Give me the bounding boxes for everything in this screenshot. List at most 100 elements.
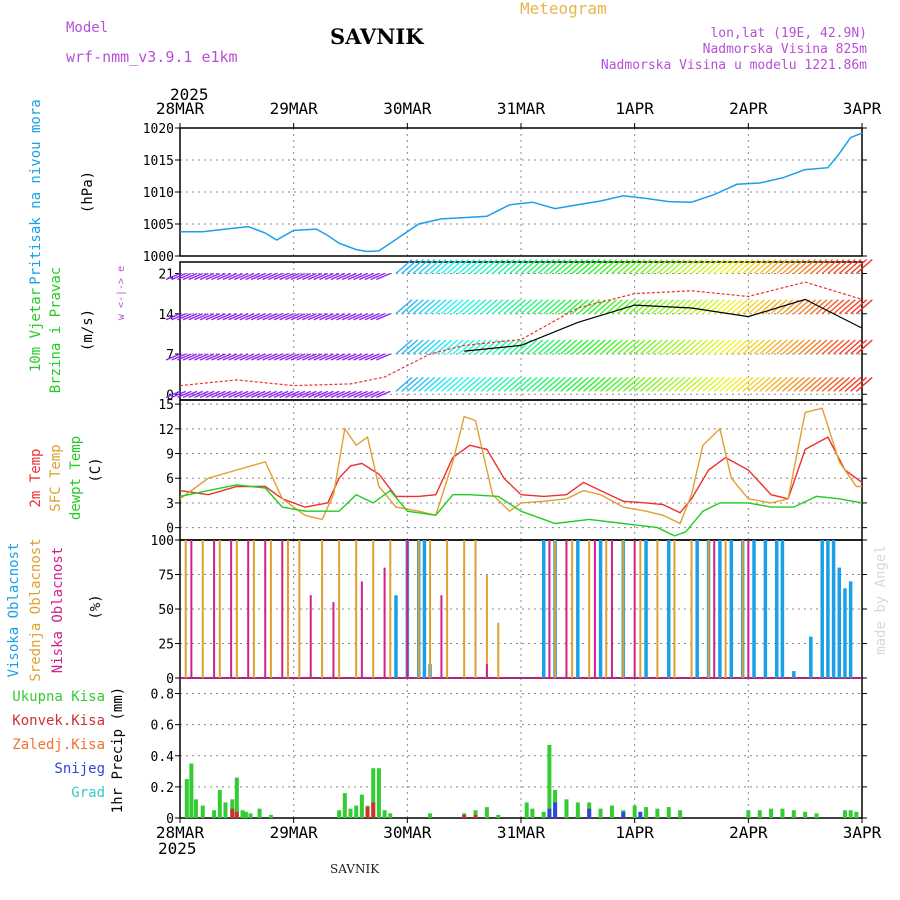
wind-barb (401, 258, 419, 275)
wind-barb (435, 376, 453, 392)
wind-barb (554, 339, 572, 355)
wind-barb (736, 299, 754, 315)
wind-barb (412, 258, 430, 275)
cloud-bar (463, 540, 466, 678)
wind-barb (639, 376, 657, 392)
wind-barb (560, 299, 578, 315)
precip-bar (632, 805, 637, 818)
wind-barb (290, 353, 306, 361)
cloud-bar (252, 540, 255, 678)
precip-bar (757, 810, 762, 818)
x-tick-label-top: 1APR (615, 99, 654, 118)
wind-barb (463, 258, 481, 275)
wind-barb (302, 313, 317, 321)
x-tick-label-bottom: 2APR (729, 823, 768, 842)
wind-barb (730, 258, 748, 275)
wind-barb (262, 313, 277, 321)
wind-barb (588, 376, 606, 392)
wind-barb (566, 339, 583, 355)
station-title: SAVNIK (330, 24, 424, 49)
wind-barb (844, 376, 862, 392)
wind-barb (776, 258, 794, 275)
pressure-unit-label: (hPa) (80, 171, 96, 213)
wind-barb (799, 258, 816, 275)
wind-barb (747, 258, 765, 275)
wind-barb (486, 258, 504, 275)
wind-barb (440, 339, 458, 355)
precip-bar (376, 768, 381, 818)
wind-barb (239, 353, 255, 361)
precip-bar (598, 808, 603, 818)
wind-barb (412, 339, 430, 355)
wind-barb (696, 376, 714, 392)
wind-barb (799, 339, 816, 355)
wind-barb (279, 313, 294, 321)
wind-barb (330, 390, 346, 399)
wind-barb (850, 299, 868, 315)
wind-barb (742, 258, 760, 275)
wind-barb (526, 376, 544, 392)
wind-unit-label: (m/s) (80, 309, 96, 351)
wind-barb (673, 299, 691, 315)
cloud-bar (541, 540, 546, 678)
wind-barb (319, 353, 334, 361)
wind-barb (600, 299, 618, 315)
precip-bar (359, 794, 364, 818)
wind-barb (435, 299, 453, 315)
precip-bar (212, 810, 217, 818)
wind-barb (336, 272, 351, 281)
cloud-bar (247, 540, 250, 678)
wind-barb (537, 376, 555, 392)
wind-barb (571, 376, 589, 392)
wind-barb (617, 339, 635, 355)
wind-barb (296, 313, 311, 321)
cloud-bar (792, 671, 796, 678)
wind-barb (730, 339, 748, 355)
cloud-legend-mid: Srednja Oblacnost (28, 538, 44, 681)
wind-barb (821, 299, 839, 315)
wind-barb (691, 376, 708, 392)
wind-barb (423, 376, 441, 392)
wind-barb (554, 376, 572, 392)
wind-barb (634, 376, 652, 392)
wind-barb (810, 376, 828, 392)
wind-barb (376, 313, 391, 321)
wind-barb (256, 390, 272, 399)
wind-barb (725, 258, 743, 275)
precip-bar (553, 802, 558, 818)
wind-barb (250, 313, 266, 321)
wind-barb (702, 339, 720, 355)
wind-barb (577, 299, 595, 315)
wind-barb (268, 272, 283, 281)
wind-barb (165, 390, 181, 399)
wind-barb (708, 376, 726, 392)
wind-barb (651, 376, 669, 392)
wind-barb (804, 299, 822, 315)
wind-barb (594, 258, 612, 275)
wind-barb (475, 376, 492, 392)
x-tick-label-bottom: 31MAR (497, 823, 546, 842)
cloud-unit-label: (%) (88, 594, 104, 619)
wind-barb (730, 376, 748, 392)
precip-bar (243, 811, 248, 818)
wind-barb (250, 272, 266, 281)
wind-barb (406, 339, 424, 355)
wind-barb (376, 272, 391, 281)
wind-barb (364, 272, 380, 281)
wind-barb (594, 376, 612, 392)
wind-barb (799, 299, 816, 315)
model-label: Model (66, 20, 109, 36)
temp-unit-label: (C) (88, 457, 104, 482)
wind-barb (850, 376, 868, 392)
wind-barb (285, 272, 300, 281)
precip-bar (575, 802, 580, 818)
y-tick-label: 15 (158, 398, 174, 413)
wind-barb (548, 258, 566, 275)
wind-barb (480, 299, 498, 315)
wind-barb (446, 339, 464, 355)
y-tick-label: 1000 (143, 250, 174, 265)
precip-bar (524, 802, 529, 818)
wind-barb (401, 299, 419, 315)
wind-barb (639, 299, 657, 315)
wind-barb (268, 313, 283, 321)
